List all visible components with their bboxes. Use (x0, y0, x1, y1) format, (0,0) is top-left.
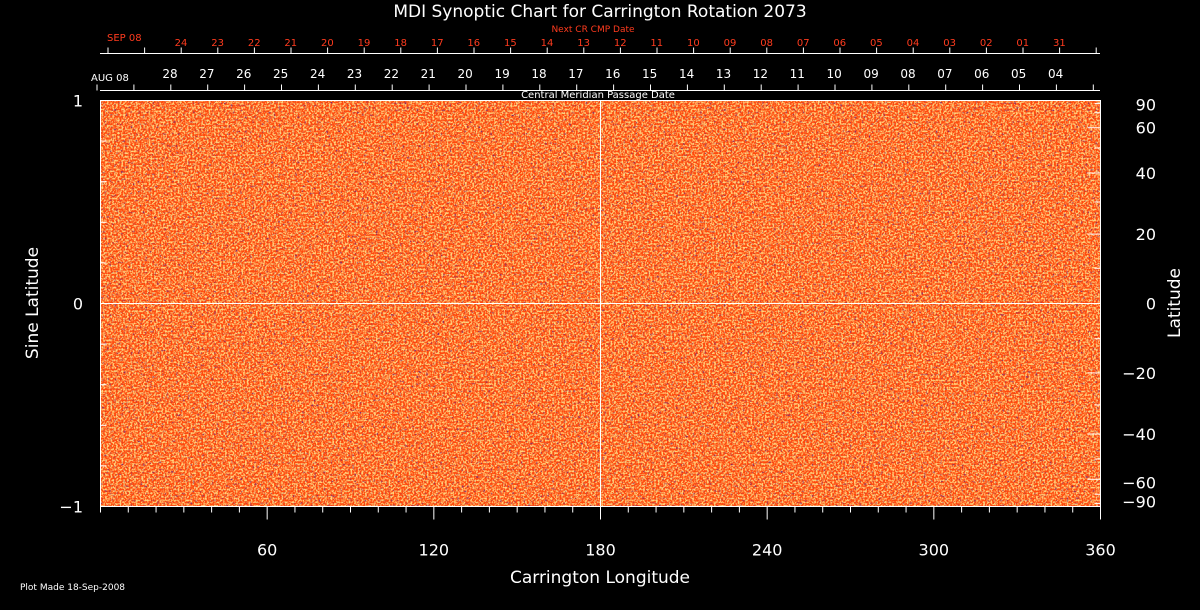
y-left-tick-label: 1 (73, 92, 83, 111)
x-tick-label: 60 (257, 541, 277, 560)
y-right-tick-label: 40 (1136, 164, 1156, 183)
next-cmp-date-label: 10 (687, 38, 700, 49)
latitude-axis: 90 60 40 20 0 −20 −40 −60−90 (1087, 96, 1156, 512)
y-right-tick-label: 90 (1136, 96, 1156, 115)
next-cmp-date-label: 05 (870, 38, 883, 49)
next-cmp-date-label: 17 (431, 38, 444, 49)
next-cmp-date-label: 03 (943, 38, 956, 49)
cmp-date-label: 24 (310, 67, 325, 81)
cmp-date-label: 08 (900, 67, 915, 81)
y-left-tick-label: 0 (73, 295, 83, 314)
cmp-date-label: 27 (199, 67, 214, 81)
cmp-date-label: 15 (642, 67, 657, 81)
cmp-date-label: 12 (753, 67, 768, 81)
cmp-date-label: 19 (494, 67, 509, 81)
next-cmp-date-label: 01 (1016, 38, 1029, 49)
cmp-date-label: 09 (863, 67, 878, 81)
y-right-tick-label: 0 (1146, 295, 1156, 314)
cmp-date-label: 18 (531, 67, 546, 81)
next-cmp-date-label: 21 (284, 38, 297, 49)
left-y-axis-label: Sine Latitude (23, 247, 43, 359)
cmp-date-label: 26 (236, 67, 251, 81)
next-cmp-date-label: 12 (614, 38, 627, 49)
cmp-date-label: 05 (1011, 67, 1026, 81)
cmp-date-label: 13 (716, 67, 731, 81)
next-cmp-date-axis: 24 23 22 21 20 19 18 17 16 15 14 13 12 11 10 09 08 07 06 05… (100, 38, 1100, 54)
next-cmp-date-label: 11 (650, 38, 663, 49)
x-tick-label: 180 (585, 541, 616, 560)
longitude-axis: 60 120 180 240 300 360 (100, 506, 1116, 560)
cmp-date-label: 14 (679, 67, 694, 81)
next-cmp-date-label: 14 (541, 38, 554, 49)
cmp-date-label: 07 (937, 67, 952, 81)
grid-lines (100, 100, 1101, 507)
cmp-date-label: 06 (974, 67, 989, 81)
cmp-date-label: 20 (458, 67, 473, 81)
next-cmp-axis-label: Next CR CMP Date (551, 25, 635, 35)
cmp-date-label: 04 (1048, 67, 1063, 81)
next-cmp-date-label: 31 (1053, 38, 1066, 49)
next-cmp-date-label: 20 (321, 38, 334, 49)
next-cmp-date-label: 08 (760, 38, 773, 49)
next-cmp-date-label: 09 (724, 38, 737, 49)
y-left-tick-label: −1 (59, 498, 83, 517)
x-tick-label: 360 (1085, 541, 1116, 560)
cmp-date-axis: 28 27 26 25 24 23 22 21 20 19 18 17 16 15 14 13 12 11 10 09… (96, 67, 1100, 91)
next-cmp-date-label: 22 (248, 38, 261, 49)
y-right-tick-label: −40 (1122, 425, 1156, 444)
next-cmp-date-label: 19 (358, 38, 371, 49)
x-tick-label: 240 (752, 541, 783, 560)
x-axis-label: Carrington Longitude (510, 568, 690, 588)
cmp-date-label: 10 (827, 67, 842, 81)
next-cmp-date-label: 24 (175, 38, 188, 49)
x-tick-label: 120 (419, 541, 450, 560)
cmp-date-label: 28 (162, 67, 177, 81)
cmp-axis-label: Central Meridian Passage Date (521, 90, 675, 101)
next-cmp-start-label: SEP 08 (107, 33, 142, 44)
chart-title: MDI Synoptic Chart for Carrington Rotati… (393, 2, 806, 22)
plot-made-note: Plot Made 18-Sep-2008 (20, 583, 125, 593)
cmp-start-label: AUG 08 (91, 73, 129, 84)
next-cmp-date-label: 16 (467, 38, 480, 49)
y-right-tick-label: −60 (1122, 474, 1156, 493)
next-cmp-date-label: 15 (504, 38, 517, 49)
cmp-date-label: 17 (568, 67, 583, 81)
next-cmp-date-label: 04 (907, 38, 920, 49)
y-right-tick-label: −20 (1122, 364, 1156, 383)
cmp-date-label: 22 (384, 67, 399, 81)
y-right-tick-label: −90 (1122, 493, 1156, 512)
x-tick-label: 300 (919, 541, 950, 560)
next-cmp-date-label: 18 (394, 38, 407, 49)
y-right-tick-label: 60 (1136, 119, 1156, 138)
right-y-axis-label: Latitude (1165, 268, 1185, 338)
cmp-date-label: 11 (790, 67, 805, 81)
next-cmp-date-label: 07 (797, 38, 810, 49)
next-cmp-date-label: 02 (980, 38, 993, 49)
cmp-date-label: 16 (605, 67, 620, 81)
next-cmp-date-label: 06 (833, 38, 846, 49)
cmp-date-label: 25 (273, 67, 288, 81)
cmp-date-label: 21 (421, 67, 436, 81)
cmp-date-label: 23 (347, 67, 362, 81)
next-cmp-date-label: 13 (577, 38, 590, 49)
y-right-tick-label: 20 (1136, 225, 1156, 244)
next-cmp-date-label: 23 (211, 38, 224, 49)
sine-latitude-axis: −1 0 1 (59, 92, 114, 517)
